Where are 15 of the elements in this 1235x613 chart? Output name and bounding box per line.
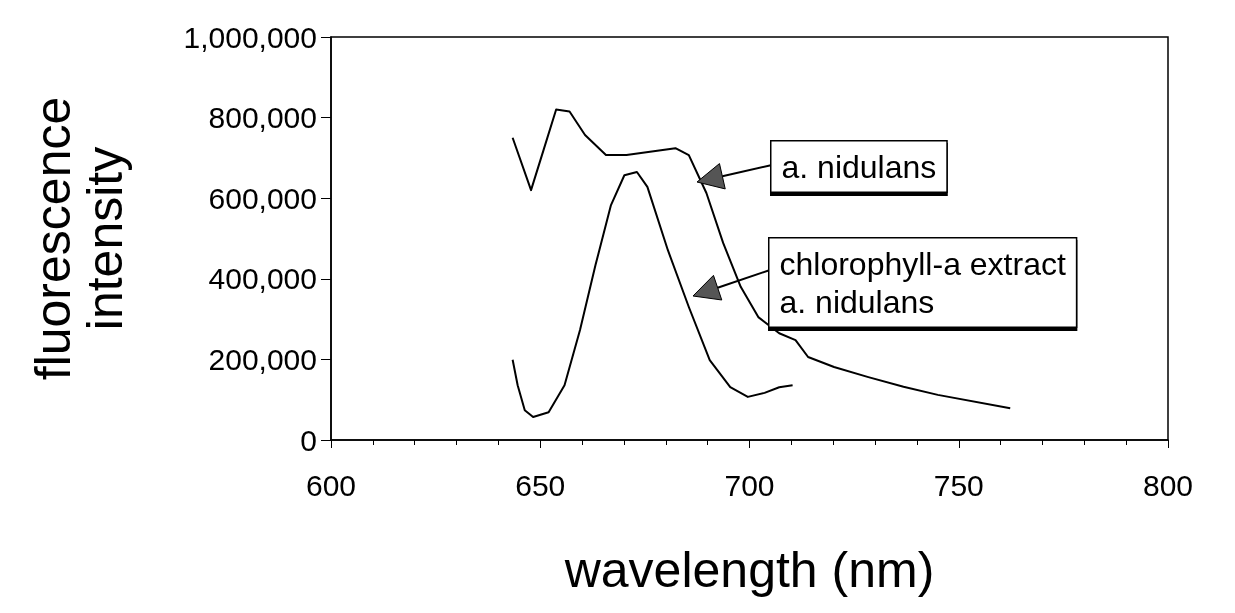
y-tick-label: 200,000 (208, 342, 317, 376)
legend-label: a. nidulans (781, 148, 937, 185)
y-tick-label: 0 (300, 423, 317, 457)
x-tick-label: 750 (933, 468, 984, 502)
y-tick-label: 400,000 (208, 262, 317, 296)
x-tick-label: 600 (305, 468, 357, 502)
y-tick-label: 600,000 (208, 181, 317, 215)
y-axis-title: fluorescence intensity (25, 96, 133, 381)
x-axis-title: wavelength (nm) (563, 542, 935, 598)
x-tick-label: 800 (1142, 468, 1194, 502)
y-tick-label: 1,000,000 (183, 20, 317, 54)
x-tick-label: 700 (724, 468, 775, 502)
x-tick-label: 650 (515, 468, 566, 502)
legend-label: chlorophyll-a extract a. nidulans (779, 245, 1066, 320)
y-tick-label: 800,000 (208, 101, 317, 135)
